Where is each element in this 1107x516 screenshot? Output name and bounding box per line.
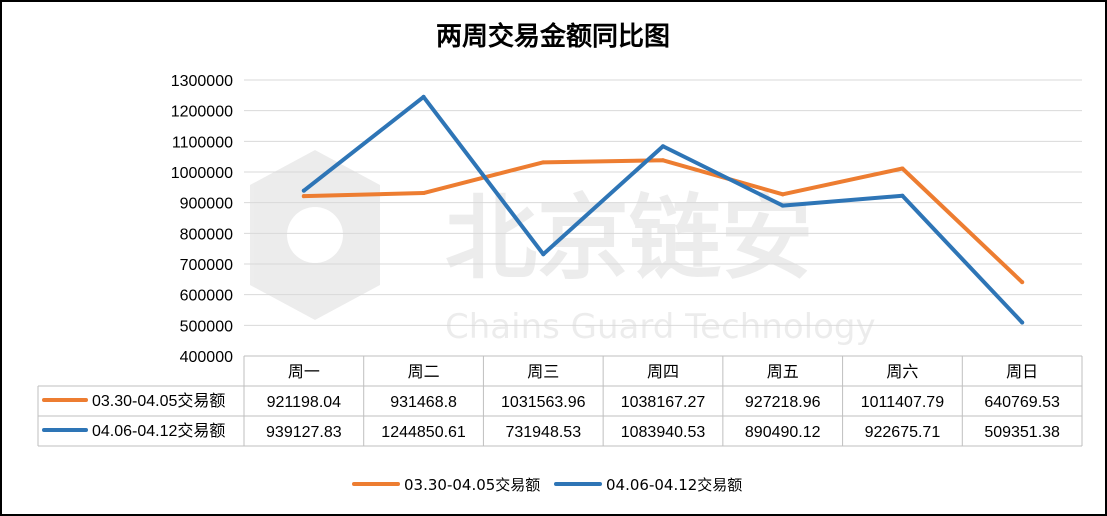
- data-point: [661, 144, 665, 149]
- x-tick-label: 周四: [647, 364, 679, 381]
- data-label: 1031563.96: [501, 394, 586, 411]
- data-point: [541, 252, 546, 257]
- y-tick-label: 1300000: [171, 73, 233, 90]
- data-point: [1020, 280, 1025, 285]
- y-tick-label: 600000: [180, 288, 233, 305]
- data-point: [780, 192, 785, 197]
- series-lines: [301, 94, 1025, 325]
- legend-label-2: 04.06-04.12交易额: [606, 476, 742, 494]
- data-label: 1083940.53: [621, 424, 706, 441]
- data-label: 1244850.61: [381, 424, 466, 441]
- data-label: 921198.04: [267, 394, 342, 411]
- y-tick-label: 700000: [180, 257, 233, 274]
- data-label: 731948.53: [505, 424, 581, 441]
- watermark-subtext: Chains Guard Technology: [445, 307, 876, 347]
- data-point: [900, 166, 905, 171]
- data-label: 1038167.27: [621, 394, 706, 411]
- watermark-text: 北京链安: [445, 185, 813, 292]
- data-table: 周一 周二 周三 周四 周五 周六 周日 03.30-04.05交易额 921198.04 931…: [37, 355, 1083, 447]
- data-point: [421, 191, 426, 196]
- data-point: [301, 194, 306, 199]
- data-point: [421, 94, 426, 99]
- data-point: [1020, 320, 1025, 325]
- x-tick-label: 周三: [527, 364, 559, 381]
- y-tick-label: 400000: [180, 349, 233, 366]
- y-tick-label: 800000: [180, 226, 233, 243]
- y-tick-label: 1100000: [172, 134, 233, 151]
- x-tick-label: 周六: [886, 363, 918, 381]
- data-point: [780, 203, 785, 208]
- data-label: 922675.71: [865, 424, 941, 441]
- data-label: 939127.83: [266, 424, 342, 441]
- y-axis-ticks: 400000 500000 600000 700000 800000 900000 1000…: [171, 73, 233, 366]
- y-tick-label: 900000: [180, 196, 233, 213]
- data-label: 509351.38: [984, 424, 1060, 441]
- y-tick-label: 1000000: [171, 165, 233, 182]
- data-point: [900, 193, 905, 198]
- table-series-name: 04.06-04.12交易额: [92, 422, 225, 440]
- data-label: 927218.96: [745, 394, 821, 411]
- data-label: 640769.53: [984, 394, 1060, 411]
- watermark-logo: 北京链安 Chains Guard Technology: [250, 150, 876, 347]
- data-label: 1011407.79: [861, 394, 944, 411]
- data-point: [301, 188, 306, 193]
- x-tick-label: 周一: [288, 364, 320, 381]
- table-series-name: 03.30-04.05交易额: [92, 392, 225, 410]
- data-label: 890490.12: [745, 424, 821, 441]
- chart-title: 两周交易金额同比图: [436, 21, 670, 52]
- x-tick-label: 周日: [1006, 364, 1038, 381]
- gridlines: [244, 79, 1082, 326]
- data-point: [661, 158, 665, 163]
- data-point: [541, 160, 546, 165]
- y-tick-label: 1200000: [171, 104, 233, 121]
- y-tick-label: 500000: [180, 318, 233, 335]
- x-tick-label: 周二: [408, 364, 440, 381]
- legend-label-1: 03.30-04.05交易额: [404, 476, 540, 494]
- x-tick-label: 周五: [767, 364, 799, 381]
- data-label: 931468.8: [390, 394, 457, 411]
- legend: 03.30-04.05交易额 04.06-04.12交易额: [352, 476, 742, 494]
